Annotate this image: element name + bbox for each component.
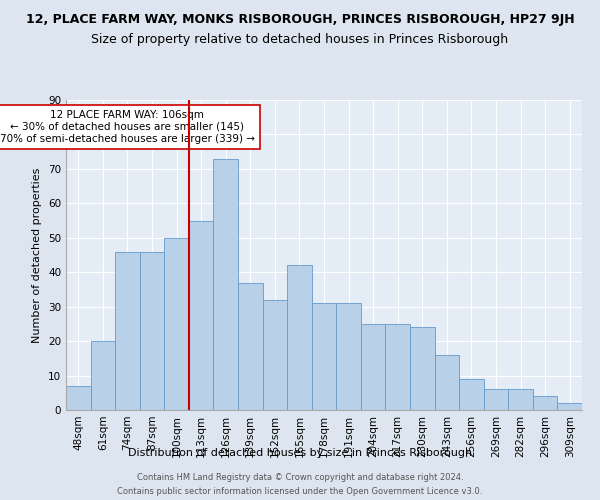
Bar — [91, 341, 115, 410]
Text: 12 PLACE FARM WAY: 106sqm
← 30% of detached houses are smaller (145)
70% of semi: 12 PLACE FARM WAY: 106sqm ← 30% of detac… — [0, 110, 255, 144]
Bar — [459, 379, 484, 410]
Bar — [434, 355, 459, 410]
Text: Contains HM Land Registry data © Crown copyright and database right 2024.: Contains HM Land Registry data © Crown c… — [137, 472, 463, 482]
Text: Contains public sector information licensed under the Open Government Licence v3: Contains public sector information licen… — [118, 488, 482, 496]
Bar — [336, 303, 361, 410]
Text: 12, PLACE FARM WAY, MONKS RISBOROUGH, PRINCES RISBOROUGH, HP27 9JH: 12, PLACE FARM WAY, MONKS RISBOROUGH, PR… — [26, 12, 574, 26]
Bar — [189, 220, 214, 410]
Bar — [164, 238, 189, 410]
Bar — [508, 390, 533, 410]
Text: Distribution of detached houses by size in Princes Risborough: Distribution of detached houses by size … — [128, 448, 472, 458]
Bar — [66, 386, 91, 410]
Bar — [238, 282, 263, 410]
Bar — [115, 252, 140, 410]
Bar — [385, 324, 410, 410]
Y-axis label: Number of detached properties: Number of detached properties — [32, 168, 43, 342]
Bar — [557, 403, 582, 410]
Bar — [410, 328, 434, 410]
Bar — [263, 300, 287, 410]
Bar — [533, 396, 557, 410]
Bar — [361, 324, 385, 410]
Bar — [484, 390, 508, 410]
Bar — [214, 158, 238, 410]
Text: Size of property relative to detached houses in Princes Risborough: Size of property relative to detached ho… — [91, 32, 509, 46]
Bar — [287, 266, 312, 410]
Bar — [140, 252, 164, 410]
Bar — [312, 303, 336, 410]
